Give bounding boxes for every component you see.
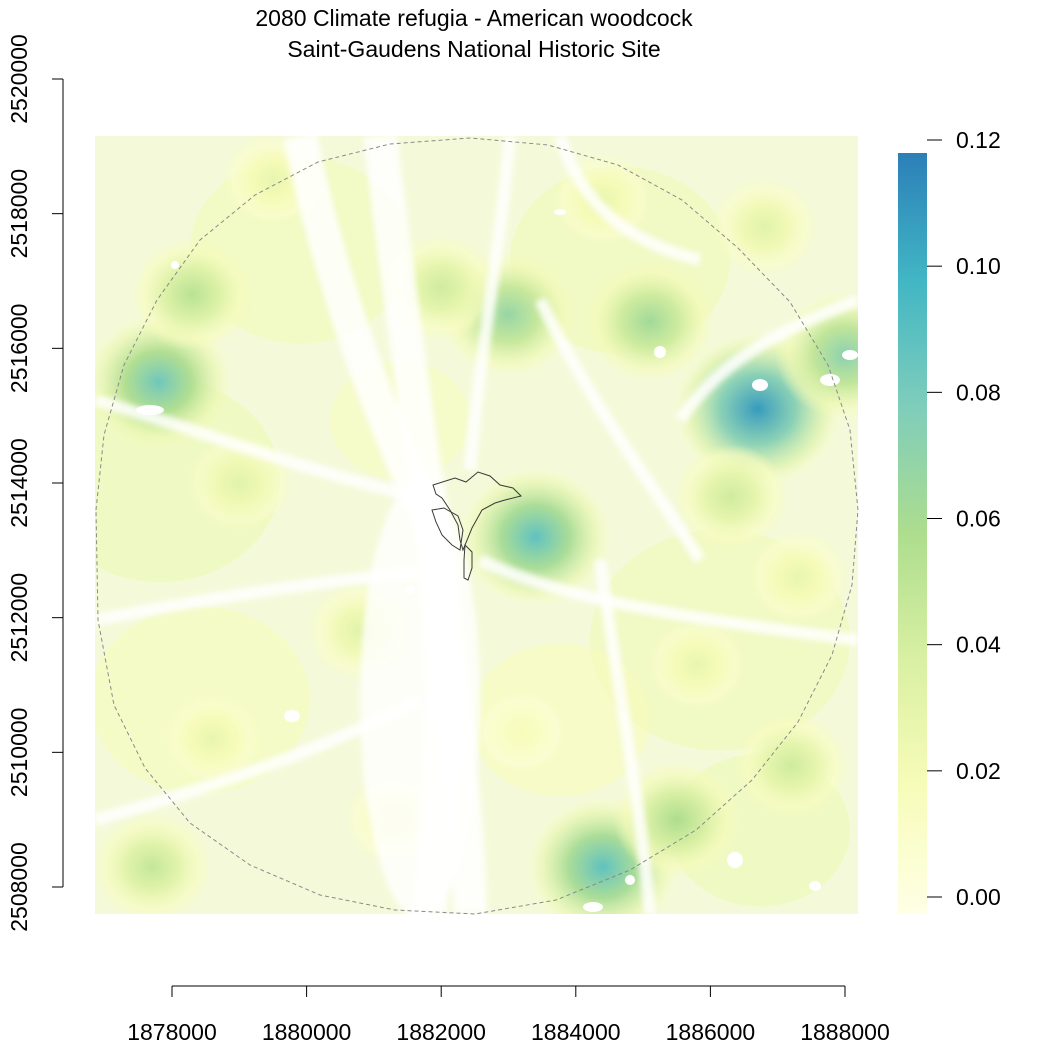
- x-tick-label: 1888000: [800, 1019, 890, 1045]
- legend-tick-label: 0.06: [956, 506, 1001, 532]
- raster-hotspot: [673, 444, 788, 549]
- legend-tick-label: 0.04: [956, 632, 1001, 658]
- raster-valley: [360, 480, 480, 914]
- chart-title: 2080 Climate refugia - American woodcock: [255, 5, 693, 31]
- legend-ticks: 0.00 0.02 0.04 0.06 0.08 0.10 0.12: [927, 127, 1001, 910]
- x-tick-label: 1880000: [262, 1019, 352, 1045]
- legend-tick-label: 0.12: [956, 127, 1001, 153]
- y-tick-label: 2516000: [6, 304, 32, 394]
- raster-nodata-patch: [136, 405, 164, 415]
- x-axis: 1878000 1880000 1882000 1884000 1886000 18880…: [127, 985, 890, 1045]
- raster-nodata-patch: [625, 875, 635, 885]
- raster-nodata-patch: [654, 346, 666, 358]
- x-axis-ticks: 1878000 1880000 1882000 1884000 1886000 18880…: [127, 986, 890, 1045]
- chart-subtitle: Saint-Gaudens National Historic Site: [287, 36, 660, 62]
- raster-hotspot: [131, 238, 254, 351]
- raster-hotspot: [734, 713, 849, 819]
- raster-nodata-patch: [554, 209, 566, 215]
- raster-layer: [95, 136, 858, 914]
- raster-hotspot: [646, 618, 748, 712]
- raster-hotspot: [95, 812, 211, 914]
- raster-hotspot: [747, 530, 849, 624]
- legend: 0.00 0.02 0.04 0.06 0.08 0.10 0.12: [898, 127, 1001, 913]
- raster-corridor: [95, 394, 432, 506]
- x-tick-label: 1884000: [531, 1019, 621, 1045]
- raster-nodata-patch: [809, 881, 821, 891]
- x-tick-label: 1878000: [127, 1019, 217, 1045]
- raster-corridor: [477, 554, 858, 646]
- y-axis: 2508000 2510000 2512000 2514000 2516000 25180…: [6, 34, 64, 932]
- raster-corridors: [95, 136, 858, 914]
- raster-nodata-patch: [752, 379, 768, 391]
- x-tick-label: 1886000: [666, 1019, 756, 1045]
- y-tick-label: 2510000: [6, 708, 32, 798]
- raster-nodata-patch: [842, 350, 858, 360]
- raster-nodata-patch: [727, 852, 743, 868]
- y-axis-ticks: 2508000 2510000 2512000 2514000 2516000 25180…: [6, 34, 63, 932]
- raster-nodata-patch: [405, 586, 415, 594]
- raster-corridor: [554, 136, 702, 266]
- raster-hotspot: [475, 689, 569, 775]
- y-tick-label: 2520000: [6, 34, 32, 124]
- park-boundary-north: [432, 471, 522, 552]
- legend-colorbar: [898, 153, 927, 913]
- x-tick-label: 1882000: [396, 1019, 486, 1045]
- y-tick-label: 2518000: [6, 169, 32, 259]
- raster-hotspot: [161, 692, 263, 786]
- legend-tick-label: 0.02: [956, 758, 1001, 784]
- park-boundary-south: [463, 543, 473, 581]
- y-tick-label: 2512000: [6, 573, 32, 663]
- legend-tick-label: 0.10: [956, 253, 1001, 279]
- raster-nodata-patch: [820, 374, 840, 386]
- park-boundary: [431, 471, 522, 581]
- raster-corridor: [464, 136, 516, 471]
- raster-nodata-patch: [440, 635, 450, 645]
- buffer-boundary: [95, 137, 859, 915]
- raster-corridor: [594, 559, 656, 914]
- raster-corridor: [534, 297, 706, 564]
- raster-hotspot: [584, 261, 716, 382]
- legend-tick-label: 0.08: [956, 379, 1001, 405]
- y-tick-label: 2508000: [6, 842, 32, 932]
- legend-tick-label: 0.00: [956, 884, 1001, 910]
- y-tick-label: 2514000: [6, 438, 32, 528]
- raster-corridor: [675, 294, 858, 424]
- raster-nodata-patches: [136, 209, 858, 912]
- raster-hotspot: [711, 178, 817, 276]
- raster-nodata-patch: [284, 710, 300, 722]
- raster-nodata-patch: [171, 261, 179, 269]
- park-boundary-west: [431, 507, 464, 551]
- raster-nodata-patch: [583, 902, 603, 912]
